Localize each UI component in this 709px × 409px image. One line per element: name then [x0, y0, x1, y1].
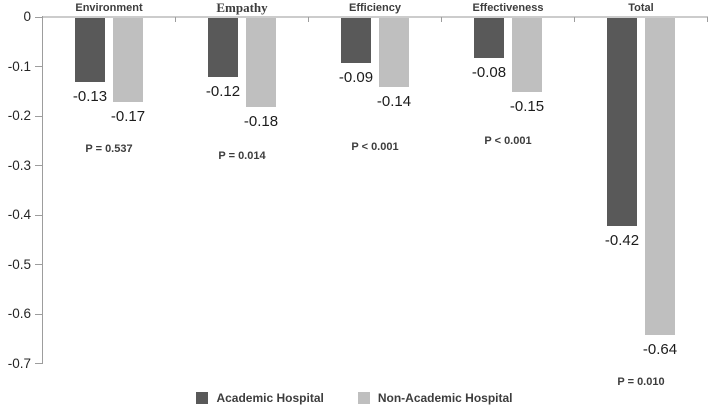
bar-academic-hospital-total	[607, 18, 637, 226]
bar-non-academic-hospital-empathy	[246, 18, 276, 108]
category-tick-mark	[707, 17, 708, 22]
category-tick-mark	[175, 17, 176, 22]
value-label-academic-hospital-environment: -0.13	[72, 88, 108, 106]
value-label-non-academic-hospital-empathy: -0.18	[243, 113, 279, 131]
bar-non-academic-hospital-environment	[113, 18, 143, 103]
legend-swatch-non-academic-hospital	[357, 392, 370, 404]
bar-non-academic-hospital-total	[645, 18, 675, 335]
y-tick-label: 0	[23, 9, 31, 24]
value-label-academic-hospital-effectiveness: -0.08	[471, 63, 507, 81]
value-label-non-academic-hospital-effectiveness: -0.15	[509, 98, 545, 116]
y-tick-label: -0.1	[7, 58, 31, 74]
legend-label-non-academic-hospital: Non-Academic Hospital	[377, 391, 513, 405]
y-tick-label: -0.5	[7, 256, 31, 272]
legend-item-non-academic-hospital: Non-Academic Hospital	[357, 391, 513, 405]
category-label-empathy: Empathy	[216, 0, 268, 15]
value-label-non-academic-hospital-environment: -0.17	[110, 108, 146, 126]
y-tick-mark	[35, 214, 42, 216]
bar-academic-hospital-environment	[75, 18, 105, 83]
p-value-label-total: P = 0.010	[617, 376, 665, 388]
y-tick-mark	[35, 115, 42, 117]
category-tick-mark	[308, 17, 309, 22]
bar-non-academic-hospital-efficiency	[379, 18, 409, 88]
category-tick-mark	[574, 17, 575, 22]
legend-swatch-academic-hospital	[196, 392, 209, 404]
value-label-academic-hospital-total: -0.42	[604, 231, 640, 249]
legend-label-academic-hospital: Academic Hospital	[216, 391, 324, 405]
p-value-label-efficiency: P < 0.001	[351, 141, 399, 153]
category-axis-line	[42, 15, 708, 18]
y-tick-label: -0.6	[7, 306, 31, 321]
y-tick-label: -0.2	[7, 108, 31, 123]
y-tick-mark	[35, 264, 42, 265]
y-tick-mark	[35, 66, 42, 67]
y-tick-mark	[35, 363, 42, 364]
y-tick-label: -0.7	[7, 355, 31, 371]
y-tick-label: -0.4	[7, 207, 31, 222]
p-value-label-environment: P = 0.537	[85, 143, 133, 155]
category-label-environment: Environment	[75, 2, 143, 14]
p-value-label-effectiveness: P < 0.001	[484, 135, 532, 147]
bar-academic-hospital-effectiveness	[474, 18, 504, 58]
category-label-efficiency: Efficiency	[349, 2, 401, 14]
category-label-total: Total	[628, 2, 654, 14]
p-value-label-empathy: P = 0.014	[218, 150, 266, 162]
category-tick-mark	[441, 17, 442, 22]
value-label-non-academic-hospital-efficiency: -0.14	[376, 93, 412, 111]
bar-non-academic-hospital-effectiveness	[512, 18, 542, 93]
y-tick-mark	[35, 313, 42, 315]
bar-academic-hospital-efficiency	[341, 18, 371, 63]
y-tick-mark	[35, 165, 42, 166]
y-tick-mark	[35, 16, 42, 18]
legend-item-academic-hospital: Academic Hospital	[196, 391, 324, 405]
value-label-non-academic-hospital-total: -0.64	[642, 340, 678, 358]
value-label-academic-hospital-efficiency: -0.09	[338, 68, 374, 86]
chart-legend: Academic Hospital Non-Academic Hospital	[0, 391, 709, 405]
bar-academic-hospital-empathy	[208, 18, 238, 78]
value-label-academic-hospital-empathy: -0.12	[205, 83, 241, 101]
y-tick-label: -0.3	[7, 157, 31, 173]
category-label-effectiveness: Effectiveness	[472, 2, 544, 14]
y-axis-line	[42, 16, 44, 364]
